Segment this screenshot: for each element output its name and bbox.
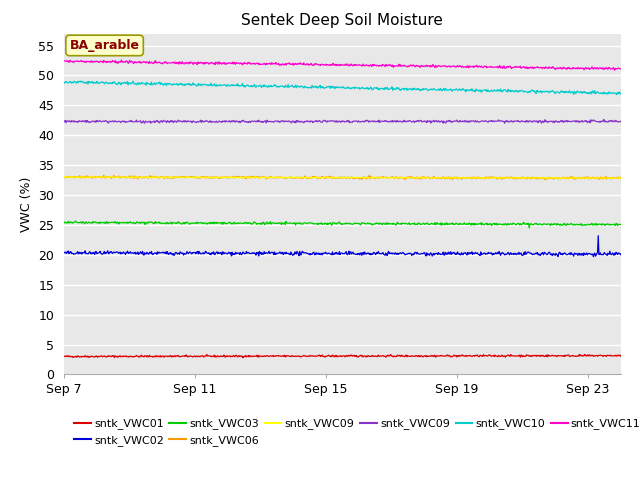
Text: BA_arable: BA_arable — [70, 39, 140, 52]
Y-axis label: VWC (%): VWC (%) — [20, 176, 33, 232]
Title: Sentek Deep Soil Moisture: Sentek Deep Soil Moisture — [241, 13, 444, 28]
Legend: sntk_VWC01, sntk_VWC02, sntk_VWC03, sntk_VWC06, sntk_VWC09, sntk_VWC09, sntk_VWC: sntk_VWC01, sntk_VWC02, sntk_VWC03, sntk… — [70, 414, 640, 450]
